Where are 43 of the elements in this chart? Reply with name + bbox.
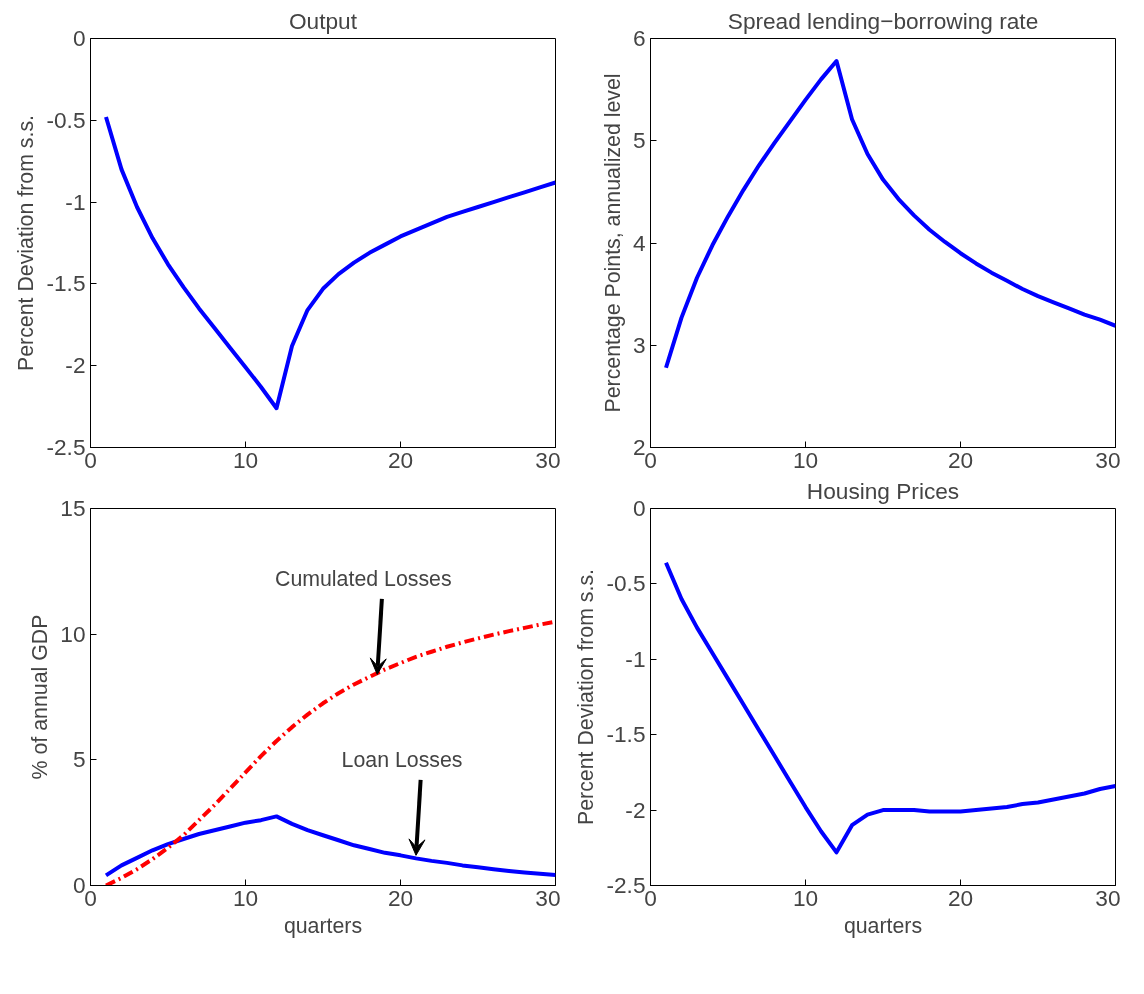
y-tick-label: -2.5 <box>46 434 86 460</box>
y-tick-label: -2 <box>65 352 86 379</box>
y-tick-label: -2 <box>625 796 646 823</box>
y-axis-title: Percent Deviation from s.s. <box>574 568 599 826</box>
chart-title: Spread lending−borrowing rate <box>727 7 1039 34</box>
annotation: Cumulated Losses <box>274 567 452 592</box>
y-tick-label: -0.5 <box>606 570 646 597</box>
y-tick-label: 2 <box>632 434 646 460</box>
chart-title: Output <box>288 7 358 34</box>
y-tick-label: 10 <box>60 620 86 647</box>
x-tick-label: 30 <box>535 446 561 473</box>
annotation: Loan Losses <box>341 748 463 773</box>
y-tick-label: 5 <box>72 746 86 773</box>
x-tick-label: 30 <box>535 884 561 911</box>
y-tick-label: 6 <box>632 25 646 51</box>
y-tick-label: 5 <box>632 127 646 154</box>
y-tick-label: 0 <box>72 25 86 51</box>
y-tick-label: 0 <box>632 495 646 521</box>
y-tick-label: -1 <box>65 188 86 215</box>
x-axis-title: quarters <box>283 913 363 938</box>
x-tick-label: 20 <box>947 446 974 473</box>
x-tick-label: 10 <box>792 446 819 473</box>
x-tick-label: 20 <box>387 884 414 911</box>
x-axis-title: quarters <box>843 913 923 938</box>
x-tick-label: 20 <box>387 446 414 473</box>
y-tick-label: -1.5 <box>46 270 86 297</box>
x-tick-label: 10 <box>792 884 819 911</box>
y-tick-label: -1 <box>625 645 646 672</box>
y-axis-title: Percent Deviation from s.s. <box>14 114 39 372</box>
x-tick-label: 20 <box>947 884 974 911</box>
y-tick-label: 3 <box>632 331 646 358</box>
y-tick-label: 4 <box>632 229 646 256</box>
x-tick-label: 30 <box>1095 884 1121 911</box>
y-tick-label: 15 <box>60 495 86 521</box>
y-tick-label: -0.5 <box>46 106 86 133</box>
y-axis-title: Percentage Points, annualized level <box>600 73 625 413</box>
x-tick-label: 10 <box>232 446 259 473</box>
y-axis-title: % of annual GDP <box>28 614 53 780</box>
y-tick-label: -2.5 <box>606 872 646 898</box>
chart-title: Housing Prices <box>806 477 960 504</box>
x-tick-label: 30 <box>1095 446 1121 473</box>
x-tick-label: 10 <box>232 884 259 911</box>
y-tick-label: -1.5 <box>606 721 646 748</box>
